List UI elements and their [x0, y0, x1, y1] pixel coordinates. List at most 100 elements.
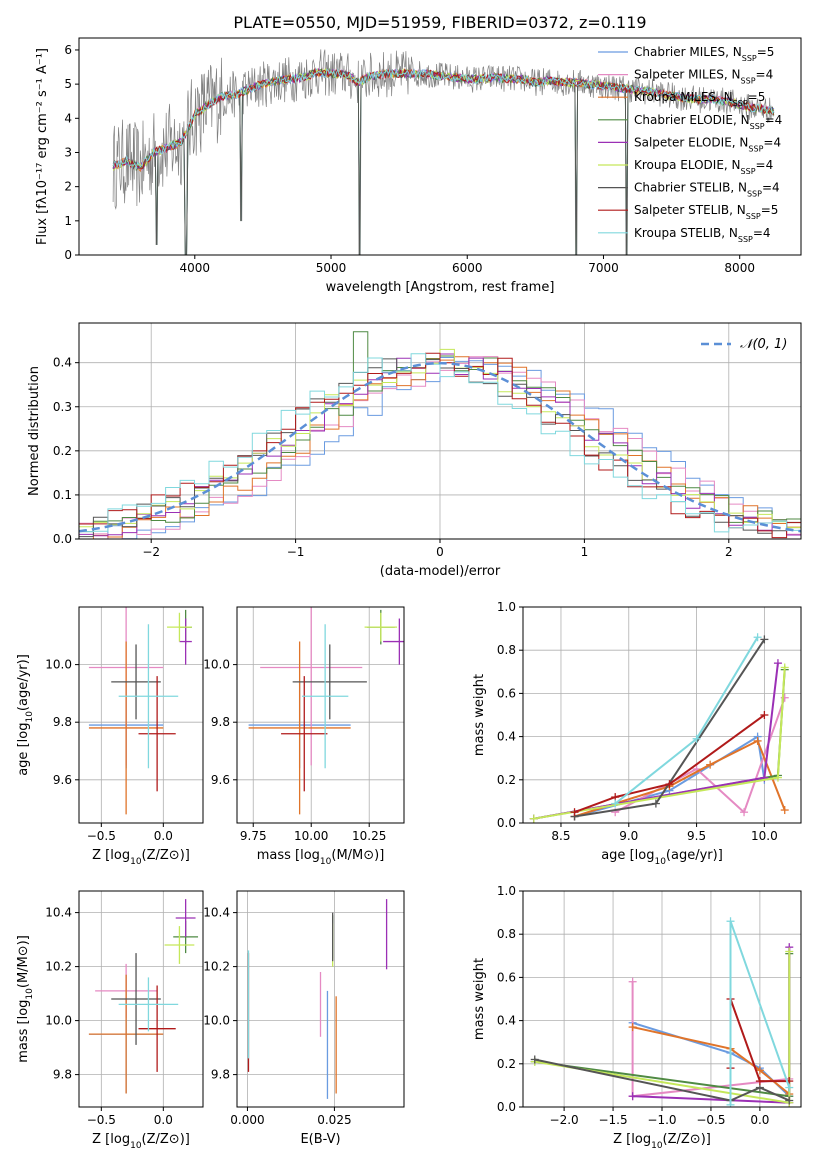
y-tick-label: 9.6 — [211, 773, 230, 787]
mass-weight-line — [574, 714, 765, 814]
x-axis-label-part: (Z/Z⊙)] — [142, 848, 190, 863]
axes-frame — [236, 606, 405, 824]
legend-label-main: Salpeter MILES, N — [634, 68, 741, 82]
y-tick-label: 0.0 — [497, 1100, 516, 1114]
x-axis-label-part: (Z/Z⊙)] — [142, 1132, 190, 1147]
x-axis-label-log: log — [300, 848, 320, 863]
y-tick-label: 9.8 — [53, 1068, 72, 1082]
legend-label-sub: SSP — [746, 212, 761, 221]
legend-label-main: Chabrier MILES, N — [634, 45, 742, 59]
legend-label-suffix: =4 — [765, 113, 783, 127]
legend-label-suffix: =4 — [753, 226, 771, 240]
mass-weight-line — [632, 1026, 790, 1095]
x-axis-label-log: log — [110, 848, 130, 863]
y-tick-label: 4 — [64, 111, 72, 125]
y-axis-label-part: age [ — [16, 742, 31, 775]
y-axis-label: mass [log10(M/M⊙)] — [16, 935, 35, 1063]
plot-area — [88, 607, 192, 815]
x-tick-label: 10.00 — [294, 829, 328, 843]
y-axis-label-part: (age/yr)] — [16, 654, 31, 711]
y-tick-label: 10.4 — [45, 906, 72, 920]
y-tick-label: 10.0 — [45, 1014, 72, 1028]
y-axis-label-part: Normed distribution — [27, 366, 42, 496]
y-axis-label-log-sub: 10 — [25, 711, 35, 723]
legend-label-sub: SSP — [738, 234, 753, 243]
axes-frame — [236, 890, 405, 1108]
y-tick-label: 0.6 — [497, 970, 516, 984]
legend-label-main: Chabrier ELODIE, N — [634, 113, 750, 127]
legend-label: Kroupa MILES, NSSP=5 — [634, 90, 765, 108]
x-axis-label-part: Z [ — [613, 1132, 631, 1147]
y-tick-label: 9.6 — [53, 773, 72, 787]
legend-label: Chabrier ELODIE, NSSP=4 — [634, 113, 782, 131]
y-tick-label: 0.0 — [497, 816, 516, 830]
mass-vs-extinction-panel: 0.000 0.025 9.8 10.0 10.2 10.4 E(B-V) — [203, 890, 405, 1147]
y-tick-label: 10.4 — [203, 906, 230, 920]
x-axis-label-log-sub: 10 — [130, 1141, 142, 1151]
plot-area — [530, 917, 794, 1107]
legend-label-suffix: =5 — [757, 45, 775, 59]
x-tick-label: −0.5 — [87, 1113, 116, 1127]
spectrum-panel: 4000 5000 6000 7000 8000 0 1 2 3 4 5 6 wavelength [A… — [35, 37, 802, 295]
x-tick-label: 9.5 — [687, 829, 706, 843]
y-tick-label: 0 — [64, 248, 72, 262]
plot-area — [79, 331, 801, 539]
y-tick-label: 0.8 — [497, 927, 516, 941]
y-tick-label: 3 — [64, 145, 72, 159]
y-tick-label: 5 — [64, 77, 72, 91]
age-vs-mass-panel: 9.75 10.00 10.25 9.6 9.8 10.0 mass [log10(M/M⊙… — [203, 606, 405, 867]
legend-label-suffix: =4 — [763, 135, 781, 149]
x-axis-label: mass [log10(M/M⊙)] — [257, 848, 385, 867]
x-axis-label-part: (Z/Z⊙)] — [663, 1132, 711, 1147]
y-axis-label-part: Flux [fλ10⁻¹⁷ erg cm⁻² s⁻¹ A⁻¹] — [35, 48, 50, 245]
normal-reference-curve — [79, 361, 801, 533]
x-axis-label-log-sub: 10 — [320, 857, 332, 867]
y-tick-label: 1.0 — [497, 600, 516, 614]
y-tick-label: 0.0 — [53, 532, 72, 546]
y-tick-label: 1 — [64, 214, 72, 228]
mass-weight-line — [614, 636, 759, 805]
legend-label: Chabrier MILES, NSSP=5 — [634, 45, 774, 63]
y-tick-label: 0.2 — [497, 1057, 516, 1071]
axes-frame — [78, 37, 802, 256]
histogram-steps — [79, 357, 801, 539]
x-tick-label: 8000 — [724, 261, 755, 275]
y-tick-label: 0.1 — [53, 488, 72, 502]
y-axis-label-log: log — [16, 723, 31, 743]
x-axis-label-log: log — [635, 848, 655, 863]
x-tick-label: 4000 — [180, 261, 211, 275]
x-tick-label: −0.5 — [696, 1113, 725, 1127]
x-tick-label: −1 — [287, 545, 305, 559]
legend-label-sub: SSP — [742, 54, 757, 63]
y-tick-label: 0.2 — [53, 444, 72, 458]
plot-area — [112, 49, 775, 255]
y-axis-label: Normed distribution — [27, 366, 42, 496]
x-axis-label-log-sub: 10 — [651, 1141, 663, 1151]
legend-label-suffix: =5 — [748, 90, 766, 104]
x-axis-label-log: log — [110, 1132, 130, 1147]
x-axis-label-part: wavelength [Angstrom, rest frame] — [326, 280, 555, 295]
y-tick-label: 9.8 — [53, 715, 72, 729]
model-spectrum-line — [112, 68, 775, 170]
y-tick-label: 0.8 — [497, 643, 516, 657]
x-axis-label-part: age [ — [601, 848, 634, 863]
x-axis-label-part: mass [ — [257, 848, 300, 863]
y-tick-label: 10.2 — [203, 960, 230, 974]
y-axis-label-part: (M/M⊙)] — [16, 935, 31, 988]
legend-label-sub: SSP — [733, 99, 748, 108]
x-tick-label: −1.5 — [598, 1113, 627, 1127]
y-tick-label: 6 — [64, 43, 72, 57]
legend-label-suffix: =4 — [756, 68, 774, 82]
x-axis-label: (data-model)/error — [380, 564, 501, 579]
mass-vs-metallicity-panel: −0.5 0.09.810.010.210.4Z [log10(Z/Z⊙)]mas… — [16, 890, 204, 1151]
y-tick-label: 2 — [64, 180, 72, 194]
x-tick-label: 6000 — [452, 261, 483, 275]
x-tick-label: 10.0 — [751, 829, 778, 843]
legend-label: 𝒩(0, 1) — [740, 337, 787, 352]
legend-label-main: Kroupa ELODIE, N — [634, 158, 741, 172]
x-tick-label: 5000 — [316, 261, 347, 275]
x-axis-label-part: (age/yr)] — [666, 848, 723, 863]
y-tick-label: 0.4 — [497, 1014, 516, 1028]
y-axis-label-part: mass weight — [472, 958, 487, 1040]
